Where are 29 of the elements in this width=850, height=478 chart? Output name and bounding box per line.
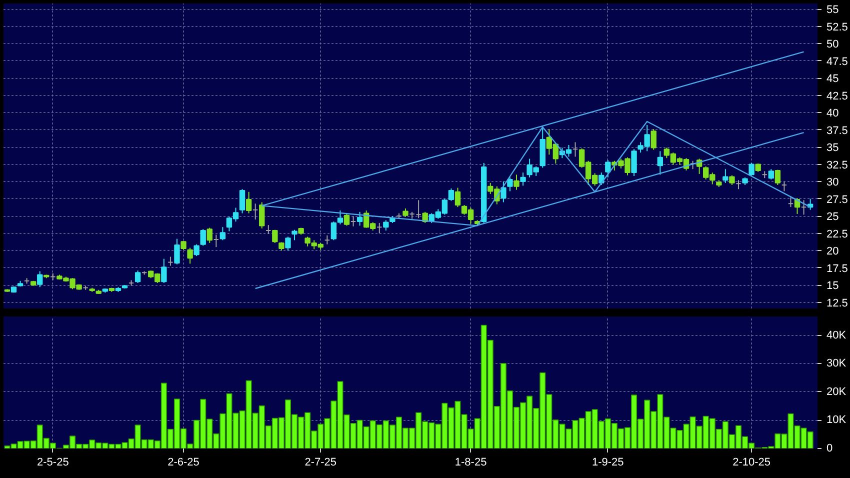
y-tick-label: 30K	[826, 358, 847, 370]
y-tick-label: 35	[826, 142, 839, 154]
x-tick-label: 2-7-25	[304, 456, 337, 468]
y-tick-label: 25	[826, 211, 839, 224]
y-tick-label: 45	[826, 73, 839, 86]
y-tick-label: 12.5	[826, 297, 848, 310]
y-tick-label: 17.5	[826, 262, 848, 275]
y-tick-label: 10K	[826, 414, 847, 426]
x-tick-label: 2-5-25	[37, 456, 69, 468]
x-tick-label: 1-9-25	[592, 456, 624, 468]
y-tick-label: 52.5	[826, 21, 848, 34]
y-tick-label: 42.5	[826, 90, 848, 102]
y-tick-label: 15	[826, 280, 839, 292]
x-tick-label: 2-10-25	[732, 456, 771, 468]
y-tick-label: 40	[826, 108, 839, 120]
y-tick-label: 37.5	[826, 124, 848, 137]
y-tick-label: 50	[826, 38, 839, 51]
y-tick-label: 22.5	[826, 228, 848, 240]
y-tick-label: 32.5	[826, 159, 848, 172]
y-tick-label: 47.5	[826, 56, 848, 68]
y-tick-label: 55	[826, 4, 839, 16]
y-tick-label: 20	[826, 246, 839, 258]
y-tick-label: 0	[826, 442, 833, 454]
y-tick-label: 27.5	[826, 194, 848, 206]
y-tick-label: 30	[826, 176, 839, 189]
y-tick-label: 20K	[826, 386, 847, 398]
x-tick-label: 1-8-25	[454, 456, 487, 468]
x-tick-label: 2-6-25	[168, 456, 200, 468]
y-tick-label: 40K	[826, 329, 847, 342]
